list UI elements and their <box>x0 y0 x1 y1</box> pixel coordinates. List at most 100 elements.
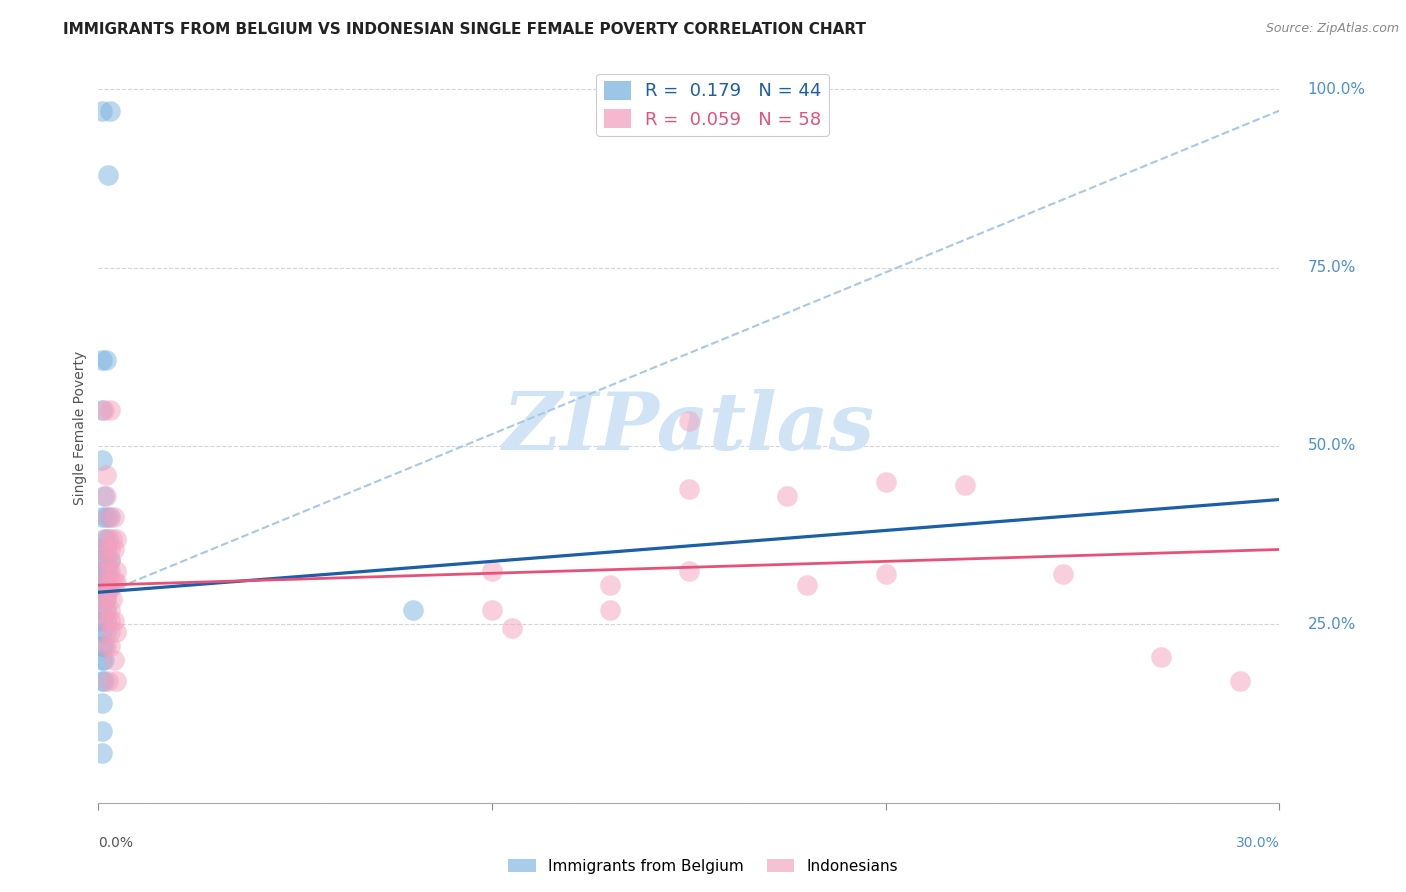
Point <box>96 542 118 557</box>
Point <box>103 574 125 589</box>
Point <box>96 639 118 653</box>
Point <box>93 532 115 546</box>
Text: IMMIGRANTS FROM BELGIUM VS INDONESIAN SINGLE FEMALE POVERTY CORRELATION CHART: IMMIGRANTS FROM BELGIUM VS INDONESIAN SI… <box>63 22 866 37</box>
Point <box>93 653 115 667</box>
Point <box>96 353 118 368</box>
Point <box>96 574 118 589</box>
Point <box>91 553 114 567</box>
Point <box>96 467 118 482</box>
Point <box>93 674 115 689</box>
Point <box>96 582 118 596</box>
Point <box>96 564 118 578</box>
Point <box>98 553 121 567</box>
Point <box>91 510 114 524</box>
Point <box>98 614 121 628</box>
Point <box>96 489 118 503</box>
Point <box>91 353 114 368</box>
Point <box>97 510 120 524</box>
Point <box>96 614 118 628</box>
Point <box>97 532 120 546</box>
Point <box>875 567 897 582</box>
Point <box>101 532 124 546</box>
Text: 100.0%: 100.0% <box>1308 82 1365 96</box>
Y-axis label: Single Female Poverty: Single Female Poverty <box>73 351 87 505</box>
Point <box>953 478 976 492</box>
Point <box>91 696 114 710</box>
Point <box>98 542 121 557</box>
Text: 25.0%: 25.0% <box>1308 617 1355 632</box>
Point <box>91 582 114 596</box>
Point <box>96 592 118 607</box>
Point <box>96 553 118 567</box>
Point <box>96 592 118 607</box>
Point <box>96 603 118 617</box>
Point <box>91 403 114 417</box>
Text: ZIPatlas: ZIPatlas <box>503 390 875 467</box>
Point <box>96 532 118 546</box>
Point <box>91 574 114 589</box>
Point <box>96 582 118 596</box>
Point <box>875 475 897 489</box>
Text: 50.0%: 50.0% <box>1308 439 1355 453</box>
Point <box>1150 649 1173 664</box>
Point <box>796 578 818 592</box>
Point <box>481 564 503 578</box>
Point <box>98 574 121 589</box>
Point <box>91 103 114 118</box>
Point <box>103 510 125 524</box>
Text: 0.0%: 0.0% <box>98 836 134 850</box>
Point <box>91 603 114 617</box>
Point <box>98 624 121 639</box>
Point <box>91 653 114 667</box>
Point <box>98 582 121 596</box>
Point <box>599 603 621 617</box>
Point <box>98 564 121 578</box>
Point <box>98 553 121 567</box>
Point <box>98 403 121 417</box>
Point <box>97 582 120 596</box>
Point <box>101 592 124 607</box>
Legend: Immigrants from Belgium, Indonesians: Immigrants from Belgium, Indonesians <box>502 853 904 880</box>
Point <box>96 624 118 639</box>
Text: Source: ZipAtlas.com: Source: ZipAtlas.com <box>1265 22 1399 36</box>
Point <box>1229 674 1251 689</box>
Point <box>98 603 121 617</box>
Point <box>96 564 118 578</box>
Point <box>98 639 121 653</box>
Legend: R =  0.179   N = 44, R =  0.059   N = 58: R = 0.179 N = 44, R = 0.059 N = 58 <box>596 74 828 136</box>
Point <box>91 614 114 628</box>
Point <box>678 564 700 578</box>
Point <box>105 564 128 578</box>
Point <box>97 564 120 578</box>
Point <box>91 746 114 760</box>
Point <box>93 639 115 653</box>
Point <box>103 653 125 667</box>
Point <box>105 532 128 546</box>
Point <box>501 621 523 635</box>
Text: 75.0%: 75.0% <box>1308 260 1355 275</box>
Point <box>105 674 128 689</box>
Point <box>96 542 118 557</box>
Point <box>105 574 128 589</box>
Point <box>91 453 114 467</box>
Point <box>678 482 700 496</box>
Point <box>103 614 125 628</box>
Point <box>1052 567 1074 582</box>
Point <box>96 603 118 617</box>
Point <box>91 674 114 689</box>
Point <box>96 553 118 567</box>
Point <box>103 542 125 557</box>
Point <box>96 510 118 524</box>
Point <box>678 414 700 428</box>
Point <box>97 168 120 182</box>
Point <box>98 103 121 118</box>
Point <box>91 564 114 578</box>
Text: 30.0%: 30.0% <box>1236 836 1279 850</box>
Point <box>91 624 114 639</box>
Point <box>98 510 121 524</box>
Point <box>481 603 503 617</box>
Point <box>93 592 115 607</box>
Point <box>91 724 114 739</box>
Point <box>91 592 114 607</box>
Point <box>91 639 114 653</box>
